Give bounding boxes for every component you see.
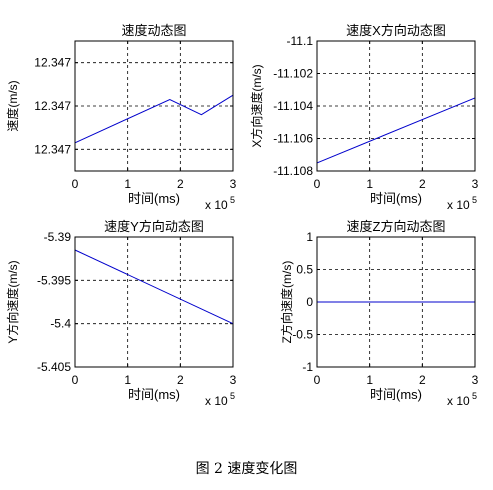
x-tick-label: 1 [366, 177, 373, 191]
x-tick-label: 0 [314, 373, 321, 387]
x-tick-label: 3 [230, 373, 237, 387]
x-axis-exponent-power: 5 [472, 391, 477, 401]
y-tick-label: 0.5 [296, 263, 313, 277]
x-tick-label: 2 [177, 177, 184, 191]
x-axis-exponent: x 10 [447, 394, 470, 408]
series-line [316, 97, 476, 164]
chart-title: 速度动态图 [121, 23, 186, 38]
y-axis-label: 速度(m/s) [5, 80, 20, 131]
plot-frame [74, 236, 234, 368]
y-tick-label: 0 [306, 295, 313, 309]
y-tick-label: -11.108 [273, 164, 313, 178]
y-tick-label: -11.104 [273, 99, 313, 113]
y-tick-label: -5.405 [37, 360, 71, 374]
chart-title: 速度Z方向动态图 [347, 219, 446, 234]
plot-frame [74, 40, 234, 172]
y-tick-label: -0.5 [292, 328, 313, 342]
x-axis-exponent: x 10 [205, 394, 228, 408]
series-line [74, 94, 234, 144]
x-axis-label: 时间(ms) [370, 387, 422, 402]
plot-frame [316, 236, 476, 368]
x-tick-label: 2 [419, 177, 426, 191]
plot-area [75, 237, 233, 367]
x-tick-label: 3 [230, 177, 237, 191]
y-tick-label: 12.347 [34, 56, 71, 70]
x-tick-label: 0 [314, 177, 321, 191]
x-axis-exponent-power: 5 [472, 195, 477, 205]
y-tick-label: 1 [306, 230, 313, 244]
x-tick-label: 3 [472, 373, 479, 387]
x-axis-exponent-power: 5 [230, 391, 235, 401]
x-tick-label: 2 [177, 373, 184, 387]
y-axis-label: Z方向速度(m/s) [279, 261, 294, 344]
y-tick-label: 12.347 [34, 142, 71, 156]
x-tick-label: 1 [124, 177, 131, 191]
y-tick-label: -5.4 [50, 317, 71, 331]
figure-caption: 图 2 速度变化图 [195, 461, 298, 477]
y-tick-label: -5.39 [44, 230, 72, 244]
x-axis-label: 时间(ms) [128, 191, 180, 206]
chart-title: 速度X方向动态图 [346, 23, 446, 38]
x-axis-label: 时间(ms) [128, 387, 180, 402]
y-tick-label: -1 [302, 360, 313, 374]
x-tick-label: 1 [366, 373, 373, 387]
y-tick-label: -5.395 [37, 273, 71, 287]
y-axis-label: X方向速度(m/s) [249, 64, 264, 147]
x-axis-exponent: x 10 [447, 198, 470, 212]
y-tick-label: -11.102 [273, 67, 313, 81]
x-axis-exponent-power: 5 [230, 195, 235, 205]
y-tick-label: -11.106 [273, 132, 313, 146]
x-tick-label: 0 [72, 177, 79, 191]
x-tick-label: 0 [72, 373, 79, 387]
plot-frame [316, 40, 476, 172]
x-axis-exponent: x 10 [205, 198, 228, 212]
x-axis-label: 时间(ms) [370, 191, 422, 206]
y-tick-label: -11.1 [287, 34, 314, 48]
y-axis-label: Y方向速度(m/s) [5, 260, 20, 343]
x-tick-label: 1 [124, 373, 131, 387]
series-line [74, 249, 234, 325]
x-tick-label: 3 [472, 177, 479, 191]
y-tick-label: 12.347 [34, 99, 71, 113]
chart-title: 速度Y方向动态图 [104, 219, 204, 234]
subplot-2: 0 1 2 3 -11.108 -11.106 -11.104 -11.102 -11.1 速度X… [249, 23, 479, 212]
x-tick-label: 2 [419, 373, 426, 387]
